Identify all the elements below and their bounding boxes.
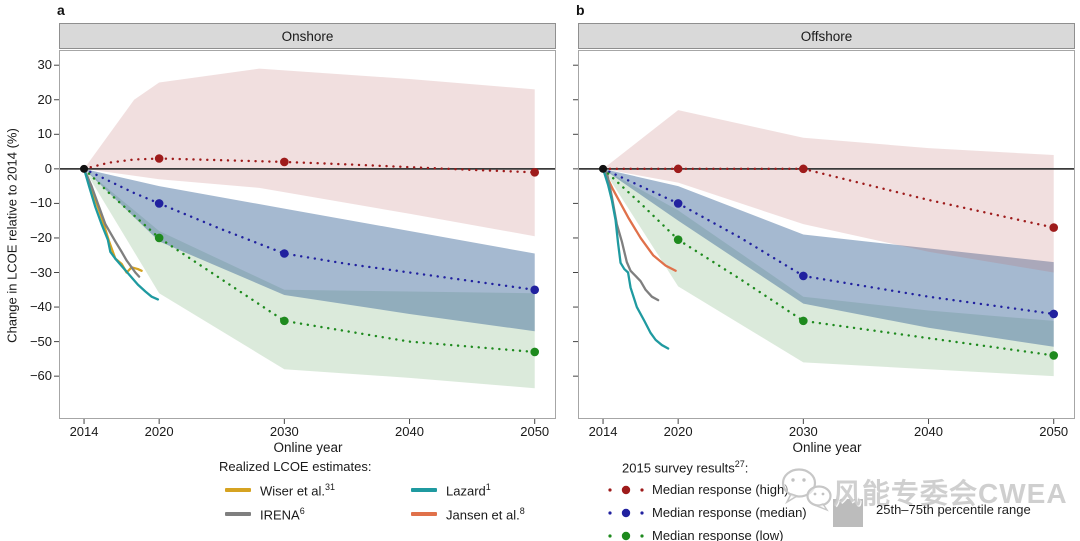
median-marker-high-2020 [154,154,164,163]
jansen-line-swatch [411,512,437,516]
x-tick-label: 2040 [395,424,424,439]
low-percentile-band [84,168,535,389]
offshore-plot [573,50,1075,424]
panel-a-label: a [57,2,65,18]
origin-dot [599,164,608,173]
percentile-range-label: 25th–75th percentile range [876,502,1031,517]
legend-item-irena: IRENA6 [225,502,411,526]
x-tick-label: 2030 [269,424,299,439]
legend-realized-lcoe: Realized LCOE estimates: Wiser et al.31 L… [213,459,611,526]
median-marker-median-2020 [154,199,164,208]
y-tick-label: 30 [37,57,52,73]
x-axis-label-b: Online year [792,440,862,455]
median-marker-high-2020 [673,164,683,174]
y-tick-label: −30 [29,264,52,280]
median-marker-high-2050 [1049,223,1059,232]
x-tick-label: 2020 [663,424,693,439]
legend-item-label: Median response (median) [652,505,807,521]
x-tick-label: 2050 [1039,424,1069,439]
panel-a-title: Onshore [281,28,334,44]
median-marker-high-2030 [280,157,289,167]
legend-item-label: Median response (low) [652,528,784,541]
high-dotted-swatch [608,485,644,495]
realized-line-lazard [601,167,670,350]
legend-item-low: Median response (low) [606,524,807,541]
x-tick-label: 2050 [520,424,550,439]
legend-item-label: Lazard1 [446,481,491,499]
median-marker-low-2020 [673,235,683,244]
median-line-high [82,157,536,174]
median-dotted-swatch [608,508,644,518]
median-marker-median-2030 [280,249,289,258]
low-dotted-swatch [608,531,644,541]
y-tick-label: 0 [44,160,52,176]
x-axis-label-a: Online year [273,440,343,455]
median-marker-low-2050 [530,347,540,357]
median-marker-low-2050 [1049,351,1059,360]
realized-line-lazard [82,167,160,301]
legend-realized-items: Wiser et al.31 Lazard1 IRENA6 Jansen et al.… [225,478,611,526]
median-marker-low-2020 [154,233,164,243]
lazard-line-swatch [411,488,437,492]
y-tick-label: 10 [37,126,52,142]
legend-item-wiser: Wiser et al.31 [225,478,411,502]
y-tick-label: −20 [29,229,52,245]
onshore-plot [54,50,556,424]
median-line-low [601,167,1055,357]
legend-item-high: Median response (high) [606,478,807,501]
median-percentile-band [84,168,535,332]
legend-item-median: Median response (median) [606,501,807,524]
y-tick-label: −10 [29,195,52,211]
panel-a-header: Onshore [59,23,556,49]
y-tick-label: −50 [29,333,52,349]
median-marker-median-2030 [799,271,808,281]
median-marker-median-2050 [1049,309,1059,319]
median-marker-high-2030 [799,164,808,174]
panel-b-header: Offshore [578,23,1075,49]
x-tick-label: 2014 [588,424,618,439]
x-tick-label: 2014 [69,424,99,439]
median-marker-median-2020 [673,199,683,208]
legend-item-label: Median response (high) [652,482,789,498]
median-line-low [82,167,536,354]
median-marker-low-2030 [280,316,289,326]
high-percentile-band [603,110,1054,273]
high-percentile-band [84,68,535,237]
legend-survey-title: 2015 survey results27: [622,459,749,476]
legend-survey-items: Median response (high) Median response (m… [606,478,807,541]
panel-b-label: b [576,2,585,18]
legend-item-label: Jansen et al.8 [446,505,525,523]
x-tick-label: 2040 [914,424,943,439]
legend-item-label: Wiser et al.31 [260,481,336,499]
irena-line-swatch [225,512,251,516]
x-tick-label: 2030 [788,424,818,439]
realized-line-irena [82,167,141,278]
median-percentile-band [603,168,1054,347]
percentile-range-swatch [833,499,863,527]
median-line-median [82,167,536,291]
legend-item-label: IRENA6 [260,505,305,523]
legend-realized-title: Realized LCOE estimates: [219,459,372,474]
legend-survey: 2015 survey results27: Median response (… [606,459,807,541]
y-tick-label: −40 [29,299,52,315]
legend-item-lazard: Lazard1 [411,478,611,502]
y-tick-label: 20 [37,91,52,107]
low-percentile-band [603,168,1054,377]
median-marker-median-2050 [530,285,540,295]
y-tick-label: −60 [29,368,52,384]
wiser-line-swatch [225,488,251,492]
median-marker-low-2030 [799,316,808,326]
realized-line-jansen [601,167,677,272]
panel-b-title: Offshore [800,28,853,44]
origin-dot [80,164,89,173]
median-marker-high-2050 [530,168,540,177]
x-tick-label: 2020 [144,424,174,439]
legend-item-jansen: Jansen et al.8 [411,502,611,526]
